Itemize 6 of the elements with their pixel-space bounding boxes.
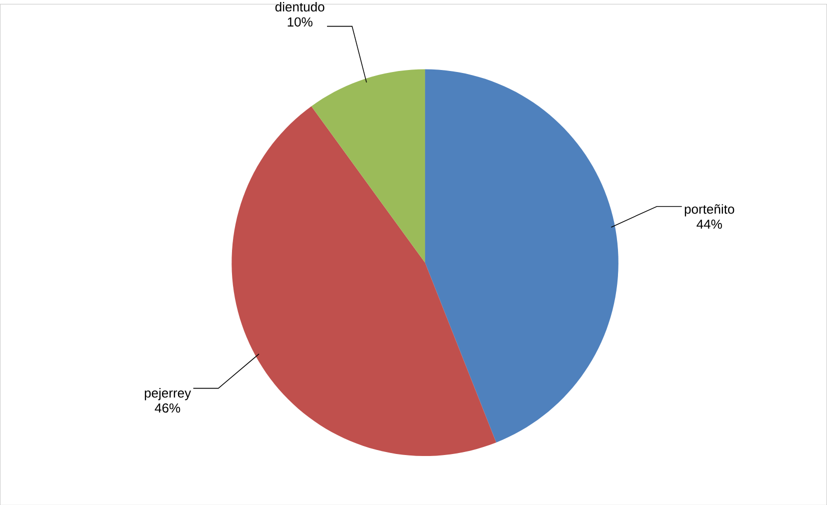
data-label: 46% [154, 403, 180, 412]
data-label: 44% [696, 219, 722, 229]
slice-label: dientudo [275, 2, 324, 12]
slice-label: pejerrey [144, 388, 192, 400]
data-label: 10% [288, 17, 312, 26]
slice-label: porteñito [684, 204, 734, 216]
